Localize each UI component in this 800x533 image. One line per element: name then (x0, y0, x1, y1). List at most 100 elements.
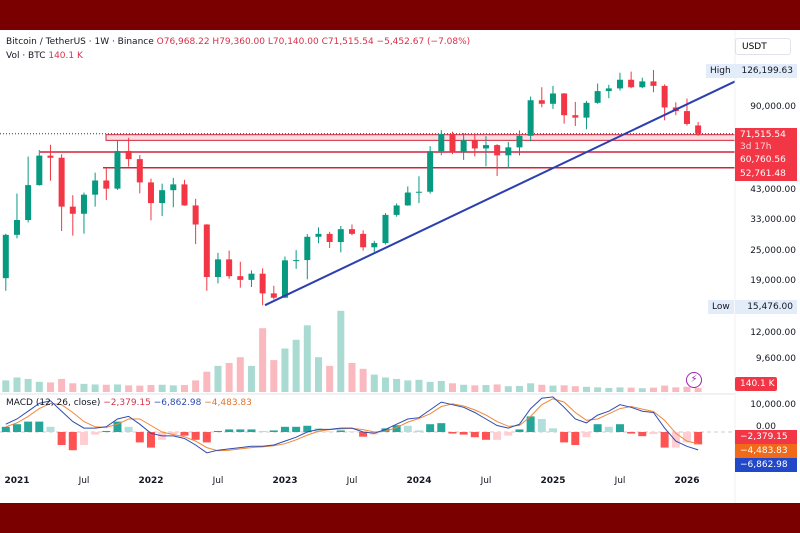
volume-bar (35, 381, 43, 392)
volume-bar (560, 385, 568, 392)
macd-histogram-bar (68, 432, 77, 451)
volume-bar (504, 386, 512, 392)
close-value: C71,515.54 (321, 37, 374, 47)
trendline (264, 80, 736, 307)
macd-tick: 10,000.00 (750, 400, 796, 410)
candle-body (315, 233, 322, 237)
candle-body (136, 159, 143, 183)
volume-bar (549, 385, 557, 392)
volume-bar (2, 380, 10, 392)
candle-body (639, 81, 646, 88)
candle-body (36, 155, 43, 186)
candle-body (147, 182, 154, 204)
volume-tag: 140.1 K (735, 377, 777, 391)
candle-body (270, 293, 277, 298)
candle-body (281, 260, 288, 298)
volume-legend: Vol · BTC 140.1 K (6, 51, 83, 61)
volume-bar (493, 384, 501, 392)
macd-histogram-bar (582, 432, 591, 438)
price-tick: 9,600.00 (755, 354, 796, 364)
volume-bar (359, 368, 367, 392)
candle-body (371, 243, 378, 248)
volume-bar (482, 385, 490, 392)
candle-body (170, 184, 177, 191)
candle-body (549, 93, 556, 104)
candle-body (438, 134, 445, 152)
candle-body (449, 134, 456, 153)
low-label: Low (708, 300, 734, 314)
macd-signal-tag: −4,483.83 (735, 444, 797, 458)
macd-histogram-bar (548, 428, 557, 432)
volume-bar (471, 385, 479, 392)
volume-bar (180, 385, 188, 392)
time-tick: Jul (480, 476, 492, 486)
candle-body (69, 206, 76, 214)
candle-body (583, 102, 590, 118)
volume-bar (638, 388, 646, 392)
macd-histogram-bar (459, 432, 468, 435)
candle-body (360, 233, 367, 248)
price-tick: 33,000.00 (750, 215, 796, 225)
candle-body (80, 194, 87, 214)
volume-bar (571, 386, 579, 392)
price-tick: 43,000.00 (750, 185, 796, 195)
low-value-tag: 15,476.00 (735, 300, 797, 314)
macd-histogram-bar (571, 432, 580, 445)
price-chart[interactable] (0, 30, 800, 503)
volume-bar (649, 387, 657, 392)
macd-histogram-bar (593, 424, 602, 432)
macd-histogram-bar (180, 432, 189, 436)
macd-histogram-bar (515, 429, 524, 432)
macd-legend: MACD (12, 26, close) −2,379.15 −6,862.98… (6, 398, 252, 408)
currency-button[interactable]: USDT (735, 38, 791, 55)
macd-histogram-bar (347, 431, 356, 432)
time-tick: Jul (614, 476, 626, 486)
open-value: O76,968.22 (156, 37, 210, 47)
volume-bar (370, 374, 378, 392)
volume-bar (102, 384, 110, 392)
volume-label[interactable]: Vol · BTC (6, 51, 46, 61)
volume-bar (259, 328, 267, 392)
macd-histogram-bar (638, 432, 647, 437)
macd-histogram-bar (426, 424, 435, 432)
volume-bar (281, 348, 289, 392)
macd-histogram-bar (470, 432, 479, 438)
candle-body (628, 79, 635, 88)
macd-label[interactable]: MACD (12, 26, close) (6, 398, 101, 408)
level-tag-60760: 60,760.56 (735, 153, 797, 167)
volume-bar (214, 365, 222, 392)
candle-body (616, 79, 623, 89)
macd-histogram-bar (560, 432, 569, 443)
candle-body (159, 190, 166, 204)
time-tick: 2023 (272, 476, 298, 486)
candle-body (192, 205, 199, 225)
volume-bar (136, 385, 144, 392)
macd-histogram-bar (381, 428, 390, 432)
macd-histogram-bar (414, 430, 423, 432)
volume-bar (437, 380, 445, 392)
volume-bar (415, 379, 423, 392)
lightning-icon[interactable]: ⚡ (686, 372, 702, 388)
candle-body (58, 157, 65, 207)
macd-histogram-bar (537, 419, 546, 432)
volume-bar (247, 365, 255, 392)
candle-body (494, 145, 501, 156)
volume-bar (125, 385, 133, 392)
volume-bar (46, 382, 54, 392)
time-tick: 2025 (540, 476, 566, 486)
candle-body (103, 180, 110, 189)
price-tick: 90,000.00 (750, 102, 796, 112)
change-value: −5,452.67 (−7.08%) (376, 37, 471, 47)
macd-line-tag: −6,862.98 (735, 458, 797, 472)
symbol-title[interactable]: Bitcoin / TetherUS · 1W · Binance (6, 37, 154, 47)
candle-body (561, 93, 568, 116)
volume-bar (538, 384, 546, 392)
volume-bar (303, 325, 311, 392)
macd-histogram-bar (146, 432, 155, 448)
volume-bar (24, 378, 32, 392)
volume-bar (192, 380, 200, 392)
time-tick: Jul (346, 476, 358, 486)
candle-body (516, 135, 523, 148)
candle-body (471, 140, 478, 149)
candle-body (572, 115, 579, 118)
